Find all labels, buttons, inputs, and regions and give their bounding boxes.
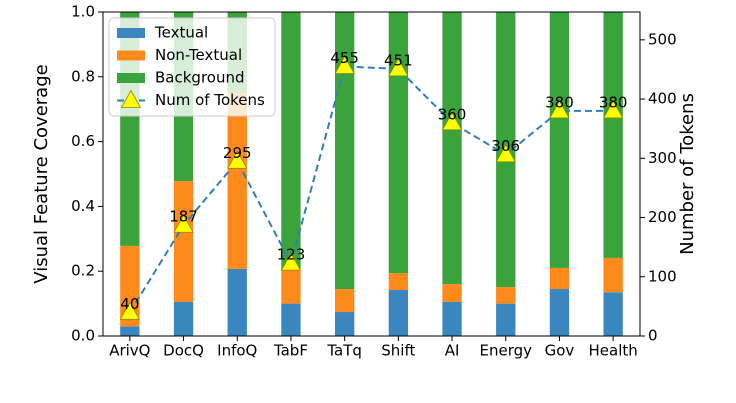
bar-segment — [334, 312, 355, 336]
x-tick-label: Energy — [479, 342, 532, 360]
bar-segment — [549, 289, 570, 336]
bar-segment — [603, 12, 623, 258]
bar-segment — [442, 284, 462, 302]
bar-segment — [388, 273, 409, 290]
token-label: 40 — [120, 295, 139, 313]
bar-segment — [549, 267, 570, 290]
y2-tick-label: 300 — [648, 149, 677, 167]
legend-label: Background — [155, 69, 245, 87]
x-tick-label: Health — [589, 342, 638, 360]
y-tick-label: 0.2 — [71, 262, 95, 280]
x-tick-label: Shift — [381, 342, 415, 360]
x-tick-label: Gov — [545, 342, 575, 360]
bar-segment — [281, 12, 301, 270]
legend-label: Num of Tokens — [155, 91, 265, 109]
bar-segment — [442, 12, 462, 285]
bar-segment — [227, 93, 247, 269]
token-label: 380 — [545, 93, 574, 111]
y2-tick-label: 0 — [648, 327, 658, 345]
legend-swatch — [117, 50, 145, 61]
bar-segment — [496, 303, 516, 336]
token-marker — [549, 100, 570, 119]
legend-swatch — [117, 73, 145, 83]
token-label: 380 — [599, 93, 628, 111]
token-marker — [173, 214, 194, 233]
bar-segment — [603, 292, 623, 336]
token-label: 360 — [438, 105, 467, 123]
y-tick-label: 0.0 — [71, 327, 95, 345]
bar-segment — [173, 181, 194, 302]
bar-segment — [173, 301, 194, 336]
bar-segment — [227, 268, 247, 336]
y2-axis-label: Number of Tokens — [677, 93, 698, 255]
token-label: 306 — [491, 137, 520, 155]
bar-segment — [442, 301, 462, 336]
plot-frame — [102, 11, 641, 337]
token-label: 187 — [169, 208, 198, 226]
y-tick-label: 0.6 — [71, 132, 95, 150]
token-marker — [227, 150, 248, 169]
x-tick-label: AI — [445, 342, 460, 360]
legend-label: Non-Textual — [155, 46, 242, 64]
bar-segment — [120, 245, 140, 327]
bar-segment — [281, 269, 301, 304]
bar-segment — [388, 289, 409, 336]
legend-swatch — [117, 28, 145, 38]
y-tick-label: 1.0 — [71, 3, 95, 21]
token-label: 295 — [223, 144, 252, 162]
y2-tick-label: 200 — [648, 208, 677, 226]
legend: Textual Non-Textual Background Num of Token… — [108, 17, 276, 117]
y2-tick-label: 500 — [648, 30, 677, 48]
token-marker — [388, 58, 409, 77]
bar-segment — [603, 257, 623, 293]
token-marker — [119, 301, 141, 320]
y2-tick-label: 400 — [648, 90, 677, 108]
x-tick-label: InfoQ — [217, 342, 257, 360]
y2-tick-label: 100 — [648, 267, 677, 285]
token-marker — [602, 100, 624, 119]
legend-marker — [120, 89, 142, 108]
bar-segment — [281, 303, 301, 336]
x-tick-label: TaTq — [326, 342, 362, 360]
y-tick-label: 0.8 — [71, 67, 95, 85]
x-tick-label: ArivQ — [109, 342, 150, 360]
x-tick-label: DocQ — [163, 342, 204, 360]
legend-label: Textual — [154, 24, 208, 42]
token-marker — [334, 55, 355, 74]
token-label: 451 — [384, 51, 413, 69]
bar-segment — [334, 289, 355, 313]
token-label: 455 — [330, 49, 359, 67]
token-label: 123 — [277, 246, 306, 264]
y-tick-label: 0.4 — [71, 197, 95, 215]
bar-segment — [496, 287, 516, 304]
bar-segment — [388, 12, 409, 274]
token-marker — [280, 252, 302, 271]
token-marker — [441, 111, 463, 131]
bar-segment — [549, 12, 570, 268]
x-tick-label: TabF — [273, 342, 308, 360]
legend-box — [108, 17, 276, 117]
token-marker — [495, 143, 516, 163]
y-axis-label: Visual Feature Coverage — [31, 64, 52, 283]
bar-segment — [120, 326, 140, 336]
token-line — [128, 65, 614, 313]
